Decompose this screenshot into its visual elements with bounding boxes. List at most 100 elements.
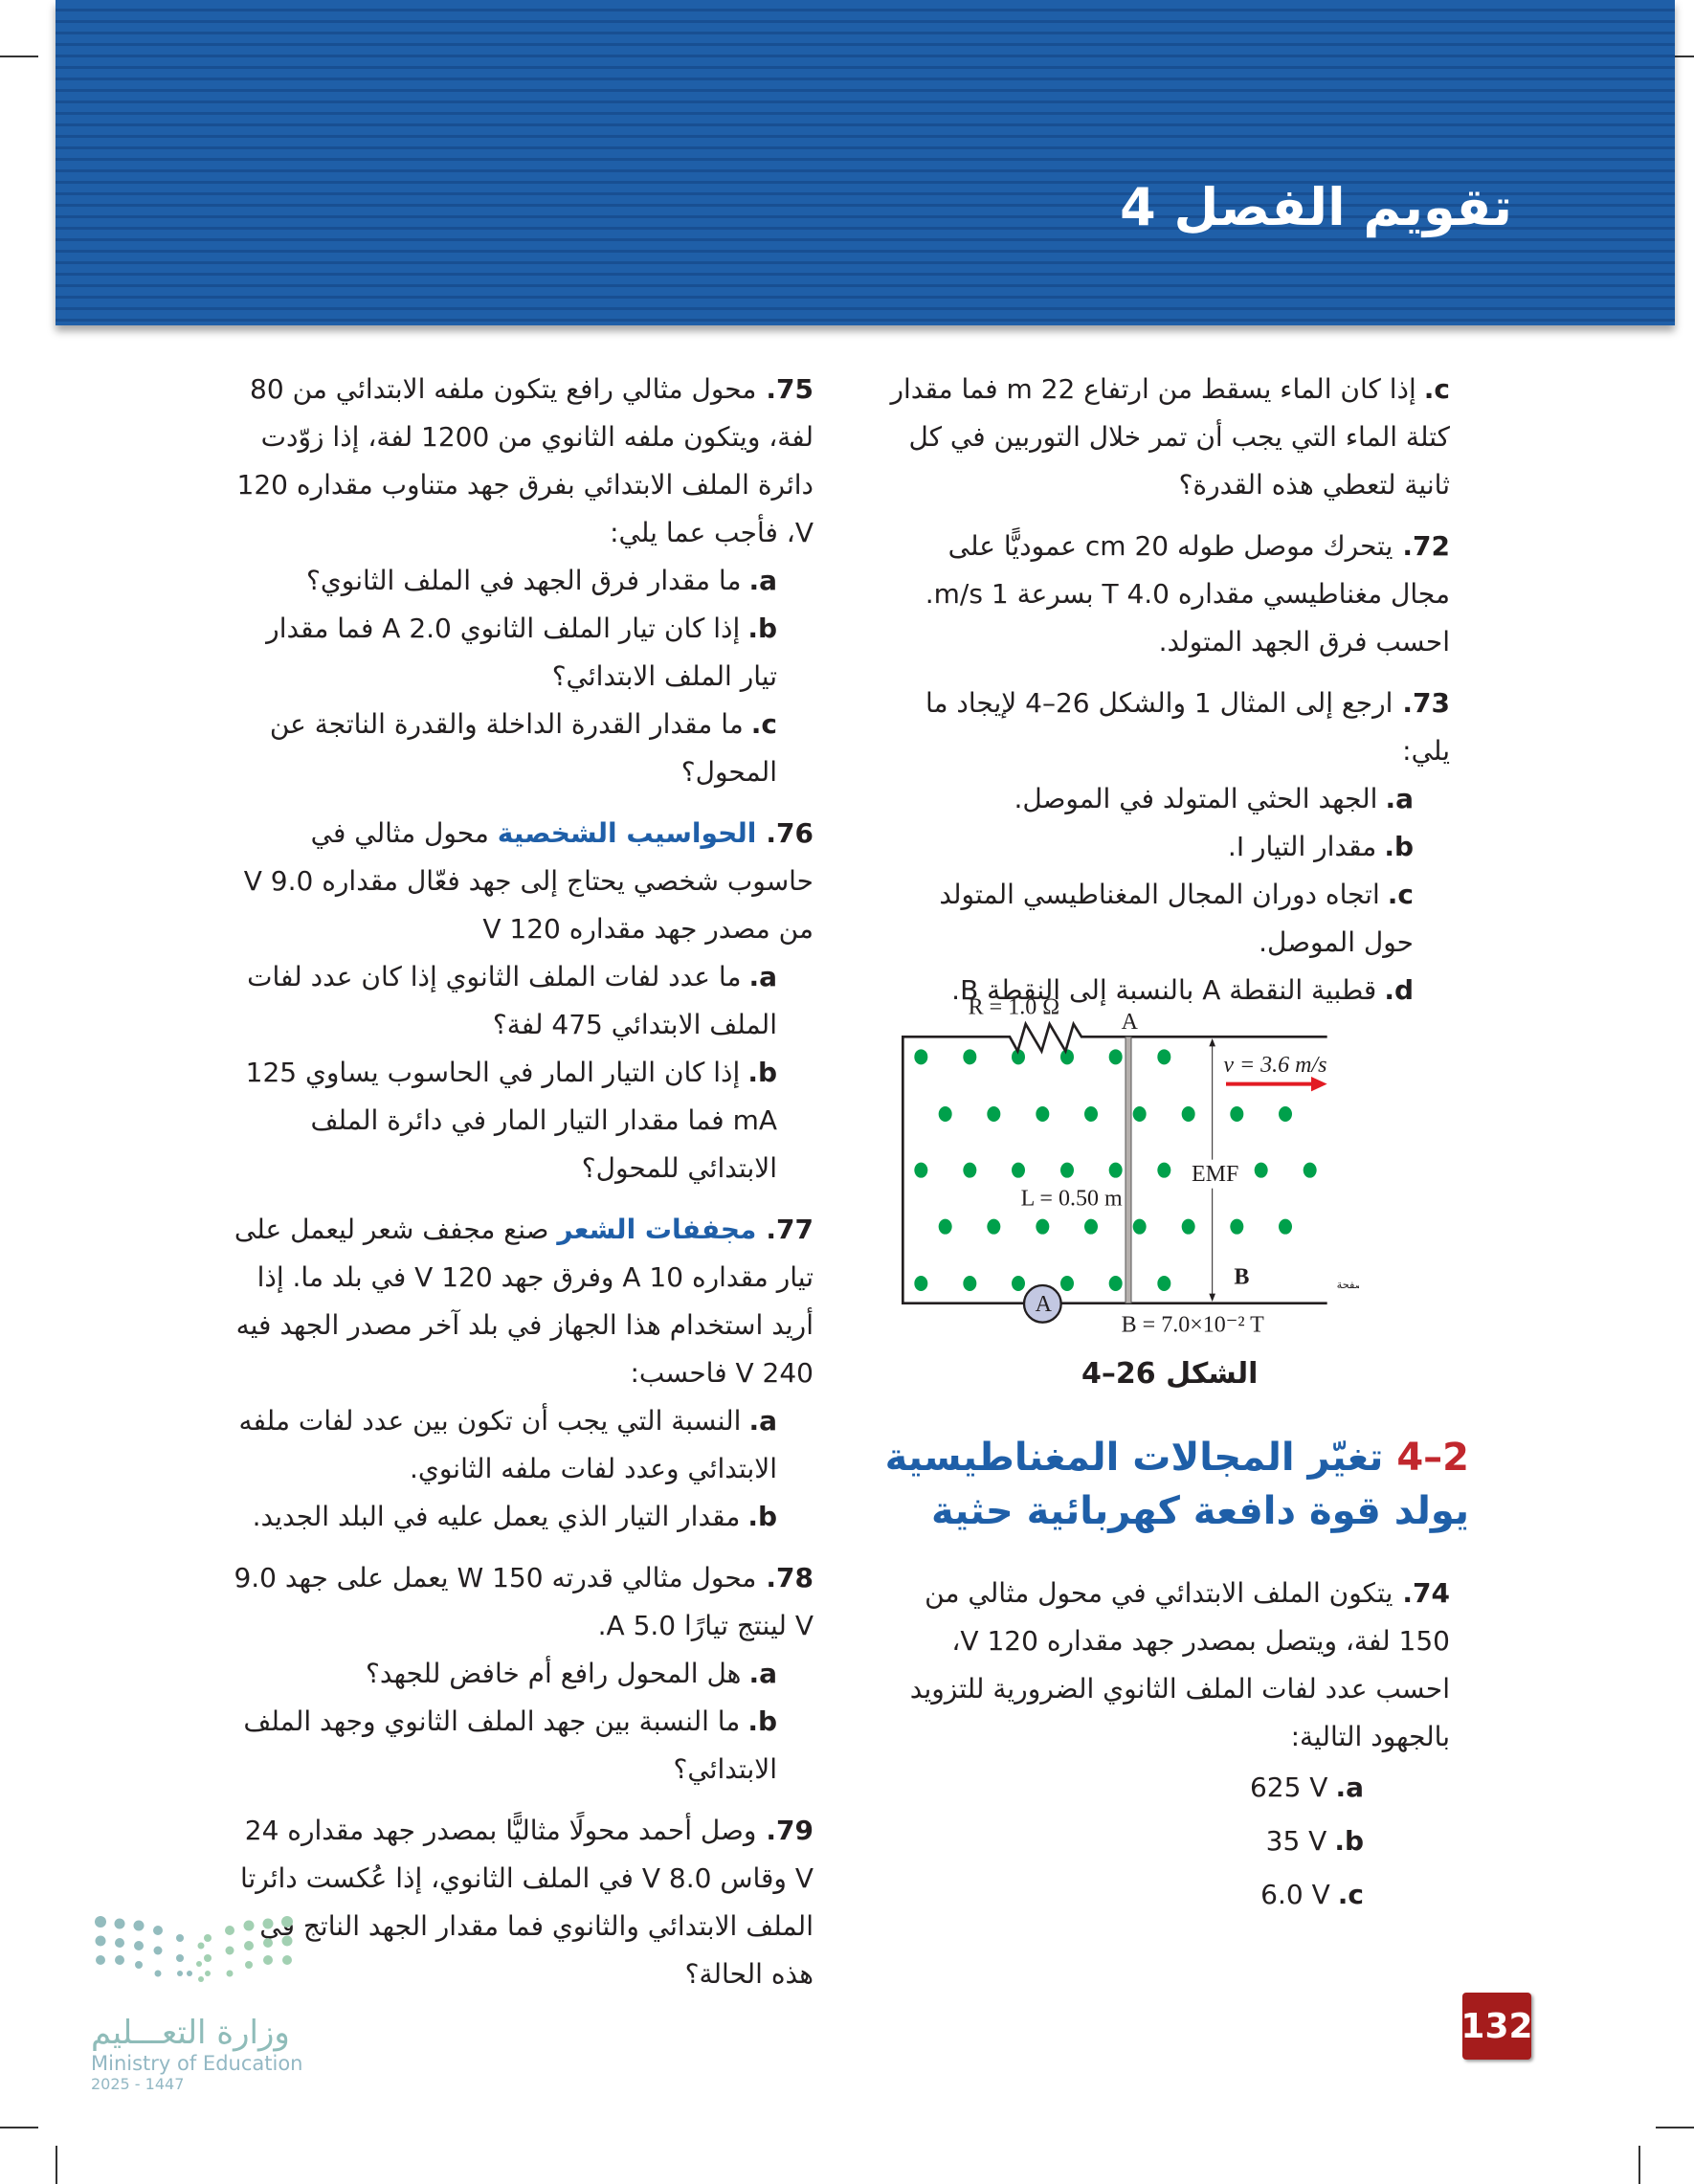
question-number: 72. xyxy=(1402,530,1450,562)
sub-item: a.625 V xyxy=(885,1761,1450,1815)
magnetic-field-dots xyxy=(914,1049,1317,1291)
question-number: 76. xyxy=(766,817,814,849)
logo-arabic-text: وزارة التعـــليم xyxy=(91,2014,290,2052)
logo-dot xyxy=(263,1938,273,1948)
header-band xyxy=(56,0,1675,325)
figure-caption: الشكل 26–4 xyxy=(1081,1357,1259,1391)
emf-label: EMF xyxy=(1192,1162,1238,1187)
item-text: ما مقدار فرق الجهد في الملف الثانوي؟ xyxy=(306,565,742,596)
item-text: ما النسبة بين جهد الملف الثانوي وجهد الم… xyxy=(243,1705,777,1785)
sub-item: a.الجهد الحثي المتولد في الموصل. xyxy=(885,775,1450,823)
question-number: 79. xyxy=(766,1815,814,1846)
crop-mark xyxy=(0,56,38,57)
field-dot xyxy=(1084,1218,1098,1235)
question-number: 74. xyxy=(1402,1577,1450,1609)
field-value-label: B = 7.0×10⁻² T xyxy=(1122,1313,1265,1338)
question-text: يتكون الملف الابتدائي في محول مثالي من 1… xyxy=(909,1577,1450,1752)
question-text: صنع مجفف شعر ليعمل على تيار مقداره 10 A … xyxy=(234,1214,814,1389)
field-dot xyxy=(1279,1218,1292,1235)
logo-dot xyxy=(95,1935,106,1947)
field-dot xyxy=(1132,1218,1147,1235)
logo-dot xyxy=(153,1926,163,1935)
logo-dot xyxy=(262,1918,274,1929)
sub-item: b.مقدار التيار الذي يعمل عليه في البلد ا… xyxy=(230,1493,814,1541)
item-label: b. xyxy=(747,1501,777,1532)
field-dot xyxy=(914,1049,928,1065)
crop-mark xyxy=(56,2146,57,2184)
logo-dot xyxy=(153,1946,163,1955)
logo-english-text: Ministry of Education xyxy=(91,2052,303,2075)
item-text: إذا كان تيار الملف الثانوي 2.0 A فما مقد… xyxy=(266,613,777,692)
item-text: النسبة التي يجب أن تكون بين عدد لفات ملف… xyxy=(238,1405,778,1484)
question-77: 77. مجففات الشعر صنع مجفف شعر ليعمل على ت… xyxy=(230,1206,814,1541)
sub-item: b.مقدار التيار I. xyxy=(885,823,1450,871)
item-label: b. xyxy=(747,613,777,644)
field-dot xyxy=(1012,1049,1025,1065)
item-label: c. xyxy=(750,708,777,740)
field-dot xyxy=(1132,1106,1147,1122)
field-dot xyxy=(1279,1106,1292,1122)
question-79: 79.وصل أحمد محولًا مثاليًّا بمصدر جهد مق… xyxy=(230,1807,814,1998)
question-text: إذا كان الماء يسقط من ارتفاع 22 m فما مق… xyxy=(890,373,1450,501)
field-dot xyxy=(1181,1218,1195,1235)
field-dot xyxy=(1230,1106,1244,1122)
item-label: a. xyxy=(748,1658,777,1689)
field-dot xyxy=(1108,1049,1123,1065)
crop-mark xyxy=(1638,2146,1640,2184)
item-text: اتجاه دوران المجال المغناطيسي المتولد حو… xyxy=(939,879,1414,958)
item-label: a. xyxy=(748,961,777,992)
field-dot xyxy=(1181,1106,1195,1122)
logo-dot xyxy=(197,1942,205,1950)
field-dot xyxy=(1157,1049,1171,1065)
question-text: يتحرك موصل طوله 20 cm عموديًّا على مجال … xyxy=(925,530,1450,657)
sub-item: b.إذا كان التيار المار في الحاسوب يساوي … xyxy=(230,1049,814,1192)
logo-dot xyxy=(196,1961,202,1967)
crop-mark xyxy=(1656,56,1694,57)
logo-dot xyxy=(176,1934,184,1942)
sub-item: a.هل المحول رافع أم خافض للجهد؟ xyxy=(230,1650,814,1698)
item-text: 35 V xyxy=(1265,1825,1327,1857)
logo-dot xyxy=(134,1941,144,1950)
field-dot xyxy=(938,1218,952,1235)
logo-dot xyxy=(176,1954,184,1962)
field-direction-label: خارجًا من الصفحة xyxy=(1337,1278,1359,1292)
resistance-label: R = 1.0 Ω xyxy=(969,994,1059,1019)
section-number: 2–4 xyxy=(1396,1436,1469,1480)
logo-dot xyxy=(95,1916,106,1928)
ministry-logo: وزارة التعـــليم Ministry of Education 2… xyxy=(91,1914,311,2093)
question-text: ارجع إلى المثال 1 والشكل 26–4 لإيجاد ما … xyxy=(925,687,1450,767)
item-label: d. xyxy=(1384,974,1414,1006)
logo-dot xyxy=(225,1946,234,1955)
field-dot xyxy=(1108,1162,1123,1178)
field-dot xyxy=(1157,1276,1171,1291)
left-column: 75.محول مثالي رافع يتكون ملفه الابتدائي … xyxy=(230,366,814,2012)
logo-dot xyxy=(114,1918,125,1929)
logo-dot xyxy=(198,1976,204,1982)
logo-dot xyxy=(281,1935,293,1947)
figure-4-26-circuit: R = 1.0 Ω A v = 3.6 m/s EMF L = 0.50 m B… xyxy=(902,994,1359,1338)
field-dot xyxy=(1108,1276,1123,1291)
logo-dot xyxy=(263,1955,273,1965)
crop-mark xyxy=(0,2127,38,2128)
page-number: 132 xyxy=(1460,1993,1533,2060)
logo-dot xyxy=(281,1916,293,1928)
question-number: 78. xyxy=(766,1562,814,1593)
question-78: 78.محول مثالي قدرته 150 W يعمل على جهد 9… xyxy=(230,1554,814,1794)
item-label: c. xyxy=(1423,373,1450,405)
sub-item: c.ما مقدار القدرة الداخلة والقدرة الناتج… xyxy=(230,701,814,796)
logo-dot xyxy=(154,1970,162,1977)
circuit-wire xyxy=(902,1020,1327,1304)
item-label: c. xyxy=(1387,879,1414,910)
logo-dot xyxy=(225,1926,234,1935)
keyword: مجففات الشعر xyxy=(557,1214,757,1245)
logo-dot xyxy=(96,1955,105,1965)
question-75: 75.محول مثالي رافع يتكون ملفه الابتدائي … xyxy=(230,366,814,796)
field-dot xyxy=(1303,1162,1317,1178)
page-title: تقويم الفصل 4 xyxy=(1120,177,1512,237)
crop-mark xyxy=(1656,2127,1694,2128)
velocity-label: v = 3.6 m/s xyxy=(1223,1053,1326,1078)
field-dot xyxy=(914,1276,928,1291)
right-column: c.إذا كان الماء يسقط من ارتفاع 22 m فما … xyxy=(885,366,1450,1028)
section-heading: 2–4 تغيّر المجالات المغناطيسية يولد قوة … xyxy=(799,1431,1469,1538)
item-label: a. xyxy=(748,565,777,596)
